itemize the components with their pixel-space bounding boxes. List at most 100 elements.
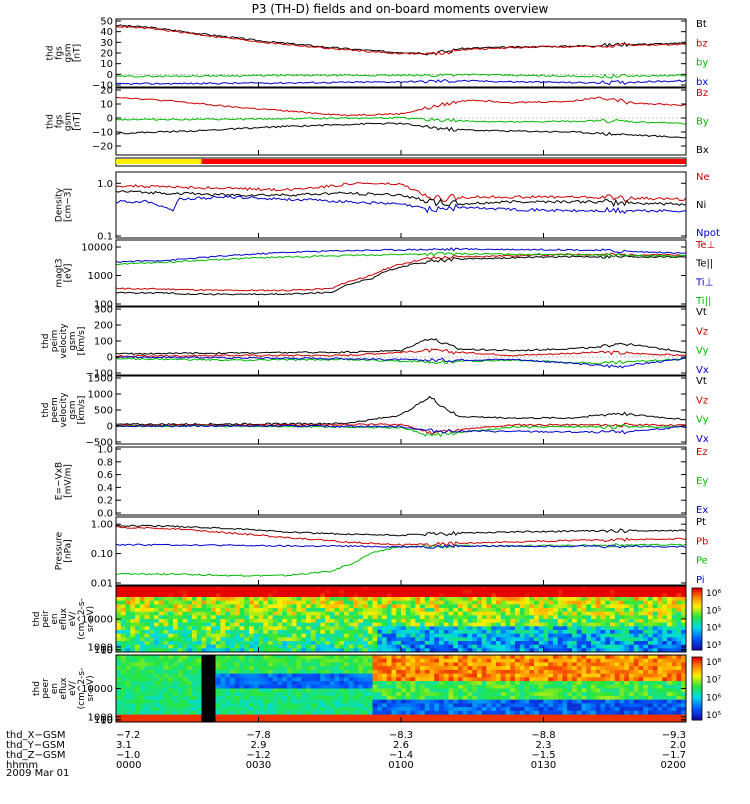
heatmap-cell — [125, 611, 131, 616]
heatmap-cell — [320, 703, 326, 708]
heatmap-cell — [291, 688, 297, 693]
heatmap-cell — [434, 714, 440, 719]
heatmap-cell — [434, 589, 440, 594]
heatmap-cell — [244, 692, 250, 697]
colorbar-segment — [692, 711, 702, 715]
heatmap-cell — [272, 655, 278, 660]
heatmap-cell — [173, 699, 179, 704]
colorbar-segment — [692, 635, 702, 639]
heatmap-cell — [667, 692, 673, 697]
heatmap-cell — [610, 688, 616, 693]
heatmap-cell — [282, 597, 288, 602]
heatmap-cell — [329, 718, 335, 723]
heatmap-cell — [562, 600, 568, 605]
heatmap-cell — [595, 707, 601, 712]
heatmap-cell — [643, 688, 649, 693]
heatmap-cell — [410, 688, 416, 693]
heatmap-cell — [391, 600, 397, 605]
heatmap-cell — [614, 637, 620, 642]
heatmap-cell — [382, 626, 388, 631]
heatmap-cell — [553, 655, 559, 660]
heatmap-cell — [249, 589, 255, 594]
heatmap-cell — [182, 633, 188, 638]
heatmap-cell — [225, 600, 231, 605]
heatmap-cell — [301, 707, 307, 712]
heatmap-cell — [192, 699, 198, 704]
heatmap-cell — [139, 641, 145, 646]
heatmap-cell — [258, 692, 264, 697]
heatmap-cell — [287, 619, 293, 624]
heatmap-cell — [557, 710, 563, 716]
heatmap-cell — [282, 641, 288, 646]
heatmap-cell — [363, 673, 369, 678]
heatmap-cell — [163, 648, 169, 653]
heatmap-cell — [500, 655, 506, 660]
heatmap-cell — [211, 633, 217, 638]
heatmap-cell — [306, 655, 312, 660]
heatmap-cell — [553, 644, 559, 649]
heatmap-cell — [325, 619, 331, 624]
heatmap-cell — [424, 669, 430, 675]
heatmap-cell — [325, 586, 331, 591]
heatmap-cell — [671, 684, 677, 689]
heatmap-cell — [491, 597, 497, 602]
heatmap-cell — [158, 648, 164, 653]
heatmap-cell — [519, 589, 525, 594]
heatmap-cell — [534, 611, 540, 616]
heatmap-cell — [500, 666, 506, 671]
heatmap-cell — [253, 658, 259, 663]
heatmap-cell — [234, 626, 240, 631]
heatmap-cell — [154, 600, 160, 605]
heatmap-cell — [268, 641, 274, 646]
heatmap-cell — [662, 633, 668, 638]
heatmap-cell — [600, 615, 606, 620]
heatmap-cell — [120, 637, 126, 642]
heatmap-cell — [130, 648, 136, 653]
heatmap-cell — [652, 644, 658, 649]
heatmap-cell — [296, 684, 302, 689]
heatmap-cell — [629, 699, 635, 704]
heatmap-cell — [139, 707, 145, 712]
heatmap-cell — [173, 637, 179, 642]
heatmap-cell — [144, 695, 150, 701]
heatmap-cell — [154, 622, 160, 627]
heatmap-cell — [301, 684, 307, 689]
heatmap-cell — [382, 633, 388, 638]
heatmap-cell — [367, 684, 373, 689]
heatmap-cell — [329, 604, 335, 609]
heatmap-cell — [467, 615, 473, 620]
heatmap-cell — [576, 699, 582, 704]
heatmap-cell — [396, 666, 402, 671]
heatmap-cell — [605, 589, 611, 594]
heatmap-cell — [301, 688, 307, 693]
heatmap-cell — [543, 644, 549, 649]
heatmap-cell — [505, 666, 511, 671]
heatmap-cell — [163, 655, 169, 660]
heatmap-cell — [158, 718, 164, 723]
heatmap-cell — [334, 714, 340, 719]
heatmap-cell — [524, 615, 530, 620]
heatmap-cell — [534, 597, 540, 602]
y-tick-label: 50 — [100, 17, 113, 28]
heatmap-cell — [372, 655, 378, 660]
heatmap-cell — [557, 673, 563, 678]
heatmap-cell — [481, 658, 487, 663]
heatmap-cell — [263, 600, 269, 605]
heatmap-cell — [562, 626, 568, 631]
heatmap-cell — [344, 710, 350, 716]
heatmap-cell — [120, 608, 126, 613]
heatmap-cell — [648, 688, 654, 693]
heatmap-cell — [348, 630, 354, 635]
heatmap-cell — [591, 648, 597, 653]
heatmap-cell — [301, 630, 307, 635]
heatmap-cell — [263, 718, 269, 723]
heatmap-cell — [234, 681, 240, 686]
heatmap-cell — [158, 710, 164, 716]
heatmap-cell — [401, 662, 407, 667]
heatmap-cell — [163, 677, 169, 682]
heatmap-cell — [472, 695, 478, 701]
heatmap-cell — [344, 648, 350, 653]
heatmap-cell — [401, 669, 407, 675]
legend-Pi: Pi — [696, 575, 705, 586]
heatmap-cell — [671, 695, 677, 701]
